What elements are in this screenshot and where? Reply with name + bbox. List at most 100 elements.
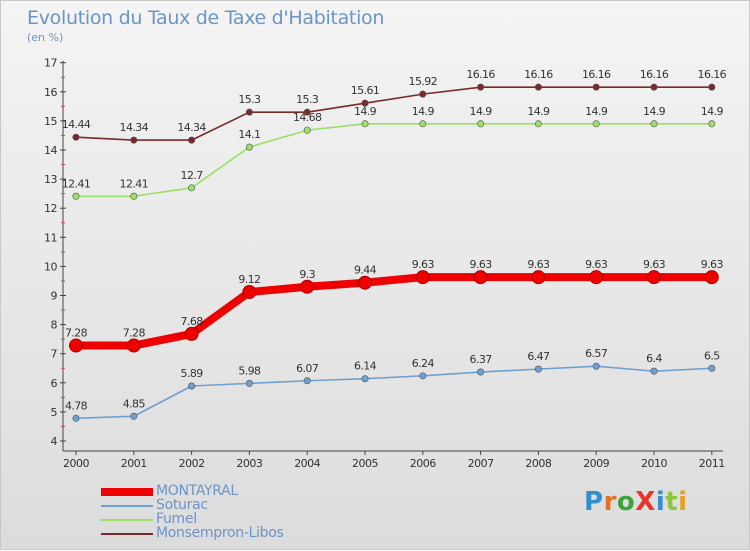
series-line-1 — [75, 365, 713, 420]
series-point-1 — [650, 367, 658, 375]
series-point-1 — [361, 375, 369, 383]
x-tick-label: 2001 — [121, 457, 147, 470]
series-line-0 — [72, 273, 716, 350]
series-point-2 — [534, 120, 542, 128]
brand-letter: i — [678, 487, 688, 517]
series-point-3 — [130, 136, 138, 144]
data-label: 14.9 — [354, 105, 377, 118]
series-point-0 — [242, 285, 257, 300]
data-label: 14.9 — [470, 105, 493, 118]
y-tick-label: 6 — [51, 377, 58, 390]
data-label: 6.57 — [585, 347, 608, 360]
chart-title: Evolution du Taux de Taxe d'Habitation — [27, 7, 385, 29]
series-point-3 — [650, 83, 658, 91]
data-label: 7.28 — [123, 327, 146, 340]
legend-swatch — [101, 519, 153, 521]
data-label: 16.16 — [698, 68, 727, 81]
series-point-3 — [477, 83, 485, 91]
series-point-1 — [592, 362, 600, 370]
data-label: 15.92 — [409, 75, 438, 88]
data-label: 15.3 — [296, 93, 319, 106]
y-tick-label: 5 — [51, 406, 58, 419]
x-tick-label: 2003 — [236, 457, 262, 470]
y-tick-label: 8 — [51, 319, 58, 332]
series-point-2 — [361, 120, 369, 128]
data-label: 7.68 — [181, 315, 204, 328]
series-point-0 — [647, 270, 661, 285]
legend-label: MONTAYRAL — [156, 483, 238, 499]
data-label: 6.4 — [646, 352, 662, 365]
data-label: 12.41 — [120, 177, 149, 190]
series-point-3 — [419, 90, 427, 98]
data-label: 6.5 — [704, 349, 720, 362]
series-point-0 — [531, 270, 546, 285]
data-label: 16.16 — [466, 68, 495, 81]
series-point-0 — [300, 279, 315, 294]
series-point-0 — [69, 338, 83, 353]
series-point-0 — [589, 270, 604, 285]
data-label: 6.14 — [354, 360, 377, 373]
brand-letter: X — [635, 487, 656, 517]
data-label: 14.9 — [643, 105, 666, 118]
x-tick-label: 2002 — [179, 457, 205, 470]
brand-letter: P — [584, 487, 604, 517]
data-label: 9.3 — [299, 268, 315, 281]
data-label: 14.44 — [62, 118, 91, 131]
data-label: 6.47 — [527, 350, 550, 363]
data-label: 4.85 — [123, 397, 146, 410]
x-tick-label: 2008 — [525, 457, 551, 470]
series-line-3 — [75, 86, 713, 141]
data-label: 9.12 — [238, 273, 260, 286]
series-point-2 — [592, 120, 600, 128]
x-tick-label: 2000 — [63, 457, 89, 470]
legend-label: Soturac — [156, 497, 208, 513]
series-point-2 — [477, 120, 485, 128]
data-label: 16.16 — [582, 68, 611, 81]
y-tick-label: 11 — [44, 231, 57, 244]
series-point-1 — [534, 365, 542, 373]
data-label: 14.9 — [412, 105, 435, 118]
data-label: 4.78 — [65, 399, 88, 412]
legend-swatch — [101, 533, 153, 535]
data-label: 9.44 — [354, 264, 377, 277]
data-label: 5.89 — [181, 367, 204, 380]
data-label: 14.34 — [120, 121, 149, 134]
x-tick-label: 2005 — [352, 457, 378, 470]
legend-swatch — [101, 505, 153, 507]
series-point-2 — [708, 120, 716, 128]
data-label: 6.24 — [412, 357, 435, 370]
data-label: 14.68 — [293, 111, 322, 124]
data-label: 9.63 — [527, 258, 550, 271]
series-point-1 — [303, 377, 311, 385]
brand-letter: i — [655, 487, 666, 517]
series-point-0 — [184, 326, 199, 341]
data-label: 9.63 — [585, 258, 608, 271]
data-label: 16.16 — [524, 68, 553, 81]
data-label: 9.63 — [643, 258, 666, 271]
series-point-0 — [126, 338, 141, 353]
x-tick-label: 2007 — [468, 457, 494, 470]
data-label: 5.98 — [238, 364, 261, 377]
series-point-1 — [245, 379, 253, 387]
brand-letter: o — [616, 487, 636, 517]
data-label: 16.16 — [640, 68, 669, 81]
series-point-3 — [72, 133, 80, 141]
series-point-3 — [534, 83, 542, 91]
series-point-2 — [130, 192, 138, 200]
series-point-1 — [130, 412, 138, 420]
y-tick-label: 9 — [51, 290, 58, 303]
y-tick-label: 14 — [44, 144, 57, 157]
data-label: 6.37 — [470, 353, 493, 366]
series-point-2 — [72, 192, 80, 200]
series-point-3 — [303, 108, 311, 116]
y-tick-label: 10 — [44, 260, 57, 273]
brand-logo: ProXiti — [584, 487, 688, 517]
series-point-1 — [72, 414, 80, 422]
series-point-0 — [704, 270, 719, 285]
series-point-2 — [188, 184, 196, 192]
y-tick-label: 12 — [44, 202, 57, 215]
series-point-3 — [245, 108, 253, 116]
data-label: 14.1 — [238, 128, 260, 141]
x-tick-label: 2010 — [641, 457, 667, 470]
